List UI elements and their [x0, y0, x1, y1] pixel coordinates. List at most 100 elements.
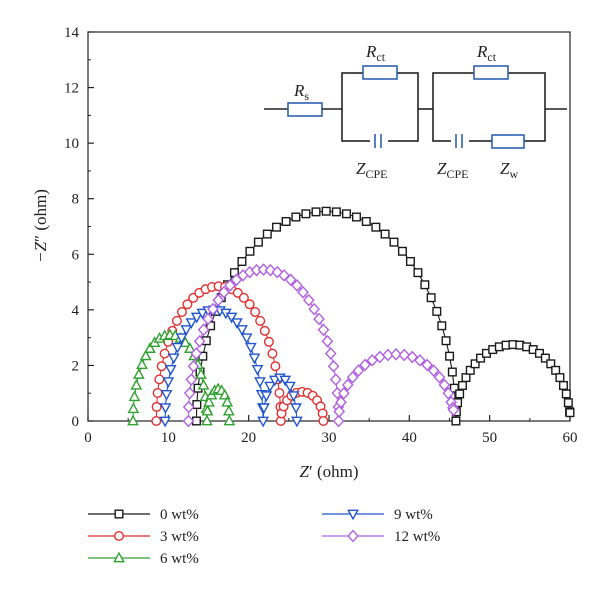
x-tick-label: 40 — [402, 430, 417, 446]
data-point — [262, 229, 272, 239]
data-point — [302, 293, 315, 307]
data-point — [128, 390, 141, 402]
data-point — [196, 308, 209, 320]
x-tick-label: 30 — [322, 430, 337, 446]
data-point — [182, 299, 193, 310]
data-point — [185, 318, 198, 329]
data-point — [438, 378, 451, 392]
data-point — [321, 206, 331, 216]
data-point — [432, 306, 442, 316]
legend-item: 12 wt% — [322, 529, 440, 545]
data-point — [240, 333, 253, 345]
legend-label: 0 wt% — [160, 507, 199, 523]
data-point — [284, 381, 296, 393]
data-point — [397, 246, 407, 256]
y-tick-label: 0 — [72, 414, 80, 430]
data-point — [263, 336, 274, 347]
equivalent-circuit — [264, 65, 567, 149]
axis-ticks: 0 10 20 30 40 50 60 0 2 4 6 8 10 12 14 — [64, 25, 578, 446]
data-point — [563, 398, 573, 408]
data-point — [341, 209, 351, 219]
data-point — [130, 378, 143, 390]
data-point — [284, 273, 297, 287]
data-point — [380, 229, 390, 239]
series-0wt — [191, 206, 575, 426]
data-point — [565, 408, 575, 418]
data-point — [244, 342, 257, 354]
data-point — [398, 348, 411, 362]
data-point — [267, 348, 278, 359]
data-point — [159, 403, 172, 414]
data-point — [301, 209, 311, 219]
legend-marker — [347, 509, 359, 521]
data-point — [359, 358, 371, 372]
data-point — [346, 370, 359, 384]
data-point — [127, 402, 140, 414]
parallel-block-2 — [432, 72, 546, 142]
data-point — [224, 279, 236, 292]
parallel-block-1 — [341, 72, 419, 142]
data-point — [193, 334, 206, 348]
data-point — [455, 389, 465, 399]
data-point — [182, 414, 195, 428]
data-point — [238, 292, 249, 303]
data-point — [184, 342, 196, 353]
data-point — [445, 351, 455, 361]
data-point — [254, 377, 266, 388]
x-axis-title: Z′ (ohm) — [300, 462, 359, 481]
data-point — [420, 280, 430, 290]
legend-label: 9 wt% — [394, 507, 433, 523]
data-point — [561, 389, 571, 399]
data-point — [461, 373, 471, 383]
series-3wt — [151, 281, 329, 427]
data-point — [337, 386, 350, 400]
data-point — [287, 391, 300, 403]
x-tick-label: 60 — [563, 430, 578, 446]
legend-marker — [113, 551, 125, 563]
data-point — [156, 361, 167, 372]
legend-label: 12 wt% — [394, 529, 440, 545]
data-point — [259, 325, 270, 336]
data-point — [476, 353, 486, 363]
data-point — [180, 325, 193, 336]
data-point — [202, 312, 214, 326]
data-point — [179, 336, 192, 348]
data-point — [257, 416, 270, 428]
data-point — [441, 336, 451, 346]
data-point — [144, 342, 156, 353]
data-point — [540, 353, 550, 363]
legend-item: 3 wt% — [88, 529, 199, 545]
data-point — [558, 380, 568, 390]
label-zcpe1: ZCPE — [356, 159, 387, 181]
data-point — [279, 375, 292, 387]
data-point — [183, 386, 196, 400]
data-point — [272, 222, 282, 232]
label-rs: Rs — [293, 81, 309, 103]
x-tick-label: 50 — [482, 430, 497, 446]
data-point — [297, 285, 309, 299]
resistor-rct1-icon — [362, 65, 398, 80]
data-point — [329, 373, 342, 386]
series-line — [155, 285, 324, 422]
data-point — [185, 373, 198, 386]
data-point — [182, 400, 195, 414]
data-point — [159, 348, 170, 359]
data-point — [203, 395, 215, 407]
data-point — [324, 347, 337, 360]
data-point — [291, 212, 301, 222]
data-point — [421, 358, 433, 372]
data-point — [152, 387, 163, 398]
label-rct1: Rct — [365, 42, 386, 64]
data-point — [257, 263, 270, 276]
data-point — [451, 416, 461, 426]
data-point — [327, 359, 340, 373]
legend-label: 3 wt% — [160, 529, 199, 545]
data-point — [551, 365, 561, 375]
data-point — [136, 358, 148, 369]
data-point — [389, 237, 399, 247]
data-point — [171, 315, 182, 326]
data-point — [427, 364, 440, 377]
data-point — [160, 390, 173, 401]
data-point — [237, 256, 247, 266]
